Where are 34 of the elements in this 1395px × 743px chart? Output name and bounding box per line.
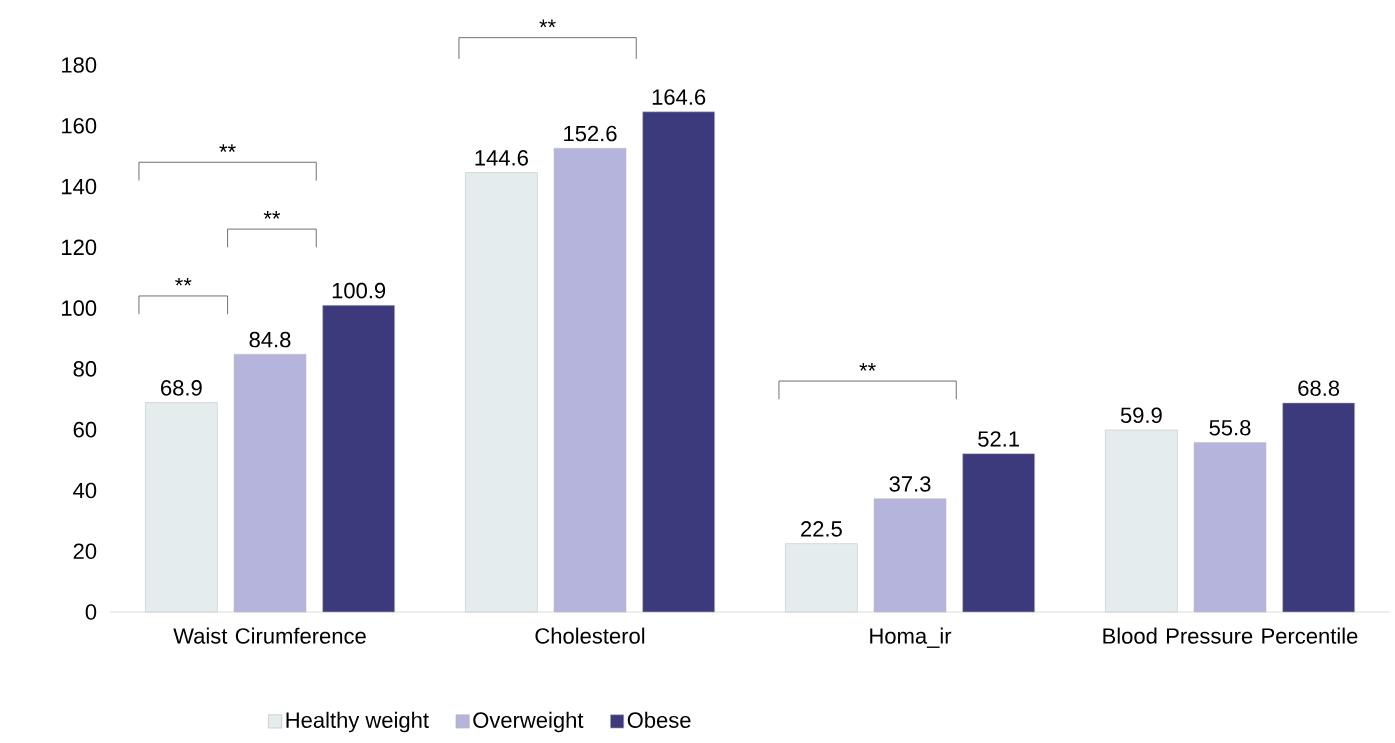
annotation: **: [175, 277, 192, 286]
annotation: **: [859, 362, 876, 371]
annotation: **: [263, 211, 281, 219]
data-label: 68.8: [1298, 380, 1340, 396]
data-label: 55.8: [1209, 419, 1251, 436]
legend-label: Obese: [627, 711, 691, 728]
data-label: 37.3: [889, 476, 931, 492]
y-tick-label: 80: [73, 361, 97, 377]
data-label: 152.6: [564, 125, 617, 142]
y-tick-label: 120: [62, 239, 97, 256]
y-tick-label: 160: [62, 117, 97, 134]
legend-label: Healthy weight: [286, 711, 429, 733]
data-label: 68.9: [161, 380, 202, 396]
y-tick-label: 100: [62, 300, 97, 316]
y-tick-label: 40: [73, 482, 97, 499]
data-label: 164.6: [652, 89, 706, 105]
data-label: 84.8: [249, 331, 291, 348]
legend-label: Overweight: [473, 711, 584, 733]
data-label: 59.9: [1120, 407, 1162, 424]
data-label: 22.5: [801, 521, 842, 537]
y-tick-label: 20: [73, 543, 97, 560]
y-tick-label: 140: [62, 178, 97, 195]
x-tick-label: Blood Pressure Percentile: [1103, 627, 1358, 644]
x-tick-label: Homa_ir: [870, 627, 952, 648]
y-tick-label: 60: [73, 421, 97, 438]
text: **: [539, 19, 556, 28]
y-tick-label: 180: [62, 57, 97, 73]
x-tick-label: Cholesterol: [535, 627, 645, 644]
x-tick-label: Waist Cirumference: [173, 627, 366, 644]
data-label: 52.1: [978, 431, 1019, 447]
annotation: **: [219, 144, 236, 152]
data-label: 100.9: [332, 282, 386, 299]
data-label: 144.6: [475, 150, 528, 166]
y-tick-label: 0: [85, 604, 97, 620]
